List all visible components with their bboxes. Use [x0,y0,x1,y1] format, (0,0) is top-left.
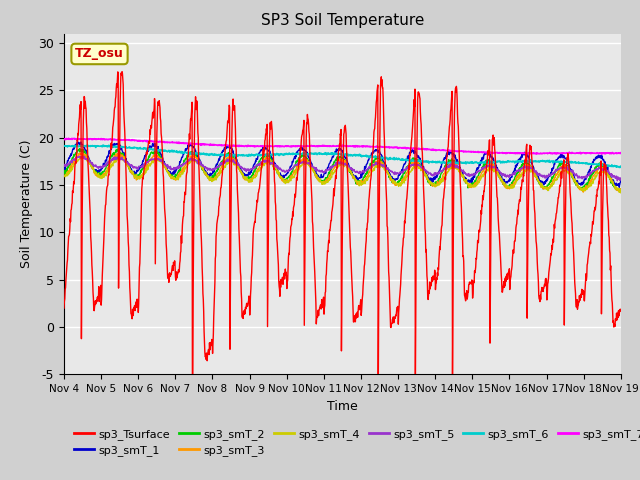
Legend: sp3_Tsurface, sp3_smT_1, sp3_smT_2, sp3_smT_3, sp3_smT_4, sp3_smT_5, sp3_smT_6, : sp3_Tsurface, sp3_smT_1, sp3_smT_2, sp3_… [70,424,640,460]
Text: TZ_osu: TZ_osu [75,48,124,60]
Y-axis label: Soil Temperature (C): Soil Temperature (C) [20,140,33,268]
Title: SP3 Soil Temperature: SP3 Soil Temperature [260,13,424,28]
X-axis label: Time: Time [327,400,358,413]
